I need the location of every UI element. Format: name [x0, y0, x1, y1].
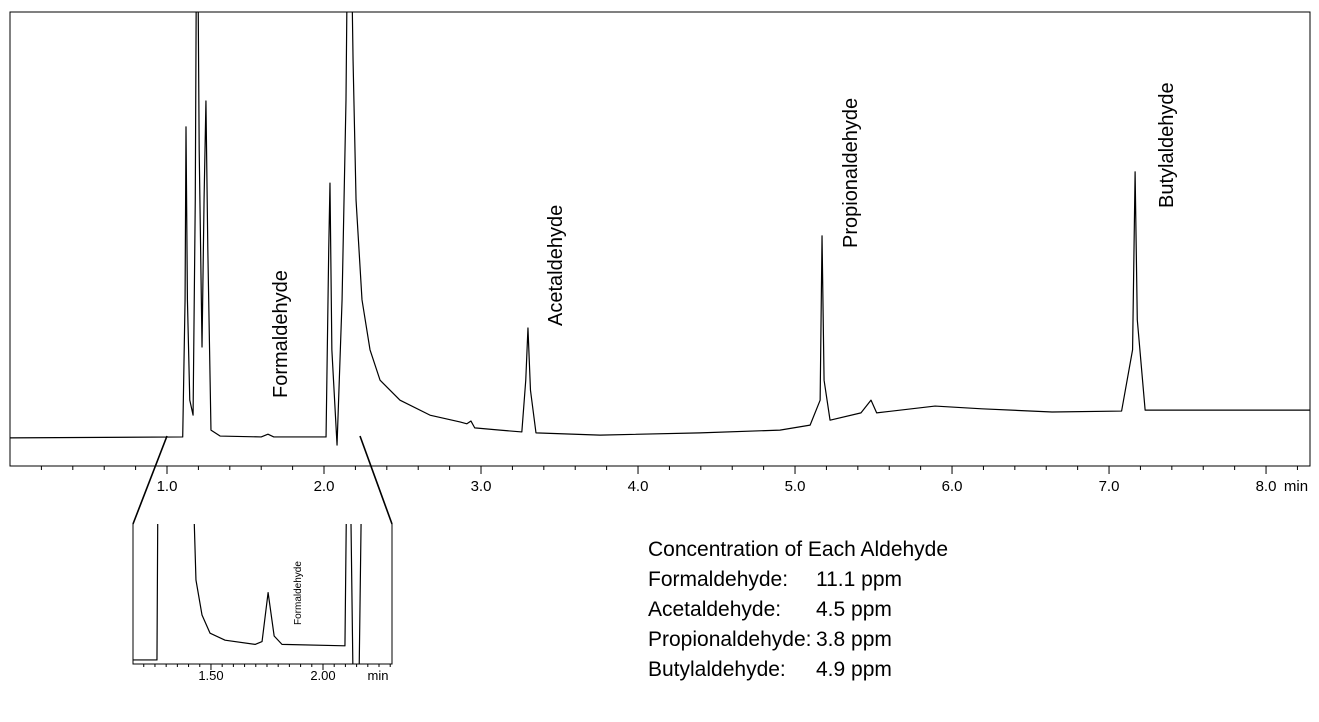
compound-name: Formaldehyde:: [648, 568, 788, 591]
compound-name: Butylaldehyde:: [648, 658, 786, 681]
peak-label: Formaldehyde: [270, 270, 292, 398]
concentration-value: 4.5 ppm: [816, 598, 892, 621]
peak-label: Formaldehyde: [293, 561, 304, 625]
x-tick-label: 8.0: [1256, 478, 1277, 495]
table-title: Concentration of Each Aldehyde: [648, 538, 948, 561]
x-tick-label: 2.00: [310, 668, 335, 683]
zoom-connector: [359, 435, 393, 525]
chromatogram-trace: [10, 12, 1310, 446]
x-tick-label: 5.0: [785, 478, 806, 495]
concentration-value: 11.1 ppm: [816, 568, 902, 591]
compound-name: Acetaldehyde:: [648, 598, 781, 621]
x-tick-label: 2.0: [314, 478, 335, 495]
chromatogram-trace: [133, 524, 362, 664]
x-axis-label: min: [368, 668, 389, 683]
peak-label: Butylaldehyde: [1156, 82, 1178, 208]
peak-label: Acetaldehyde: [545, 205, 567, 326]
plot-frame: [132, 524, 393, 665]
x-tick-label: 1.50: [198, 668, 223, 683]
x-tick-label: 7.0: [1099, 478, 1120, 495]
compound-name: Propionaldehyde:: [648, 628, 811, 651]
x-tick-label: 3.0: [471, 478, 492, 495]
plot-frame: [9, 11, 1311, 467]
zoom-connector: [132, 435, 168, 525]
x-tick-label: 4.0: [628, 478, 649, 495]
concentration-value: 3.8 ppm: [816, 628, 892, 651]
concentration-value: 4.9 ppm: [816, 658, 892, 681]
peak-label: Propionaldehyde: [840, 98, 862, 248]
x-axis-label: min: [1284, 478, 1308, 495]
x-tick-label: 6.0: [942, 478, 963, 495]
x-tick-label: 1.0: [157, 478, 178, 495]
